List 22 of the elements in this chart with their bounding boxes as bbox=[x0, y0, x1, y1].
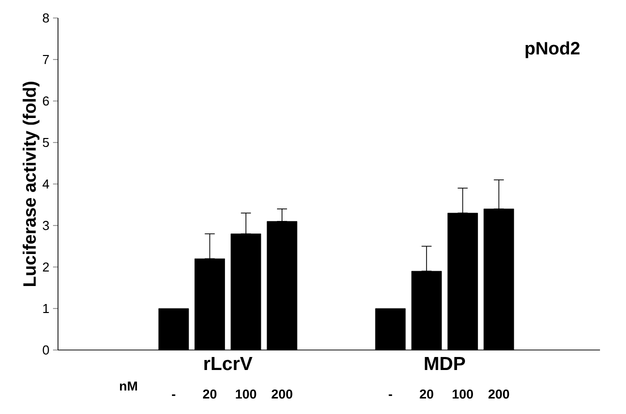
y-tick-label: 1 bbox=[43, 304, 49, 313]
y-tick-label: 5 bbox=[42, 138, 49, 148]
x-tick-label: 200 bbox=[272, 389, 292, 399]
text: rLcrV bbox=[204, 356, 252, 370]
y-tick-label: 2 bbox=[42, 262, 49, 272]
annotation: pNod2 bbox=[526, 41, 580, 58]
x-tick-label: 100 bbox=[452, 389, 473, 399]
x-axis-title: nM bbox=[120, 382, 137, 391]
y-tick-label: 3 bbox=[42, 220, 49, 230]
x-tick-label: 200 bbox=[488, 389, 510, 399]
x-tick-label: - bbox=[388, 394, 392, 396]
x-tick-label: 100 bbox=[236, 389, 256, 399]
y-tick-label: 0 bbox=[42, 345, 49, 355]
text: MDP bbox=[424, 356, 465, 370]
y-tick-label: 7 bbox=[42, 55, 49, 64]
y-axis-title: Luciferase activity (fold) bbox=[22, 82, 40, 286]
x-tick-label: 20 bbox=[420, 389, 434, 399]
y-tick-label: 4 bbox=[42, 180, 50, 188]
x-tick-label: 20 bbox=[203, 389, 216, 399]
y-tick-label: 6 bbox=[42, 96, 49, 106]
y-tick-label: 8 bbox=[42, 13, 49, 23]
x-tick-label: - bbox=[172, 394, 176, 396]
